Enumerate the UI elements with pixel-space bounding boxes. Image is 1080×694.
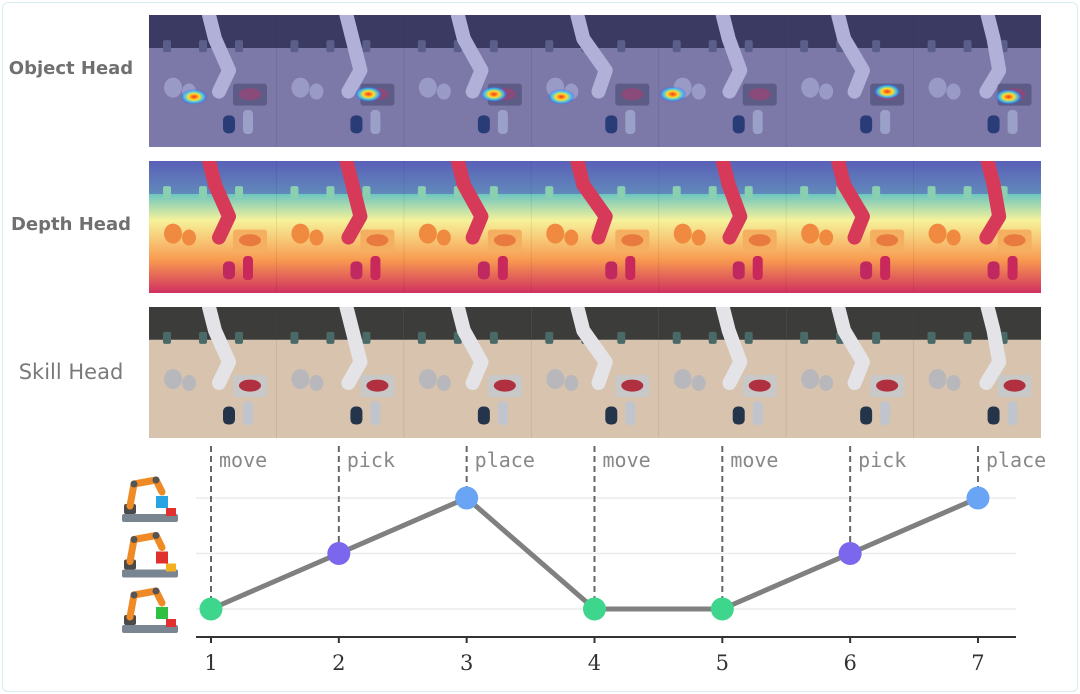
data-point [710, 597, 734, 621]
depth-head-strip [149, 161, 1041, 293]
skill-head-label: Skill Head [18, 360, 124, 384]
skill-label: move [730, 448, 778, 472]
skill-label: place [475, 448, 535, 472]
depth-head-label: Depth Head [10, 214, 132, 235]
x-tick-label: 3 [460, 651, 473, 675]
skill-label: move [602, 448, 650, 472]
data-point [199, 597, 223, 621]
skill-label: place [986, 448, 1046, 472]
x-tick-label: 7 [971, 651, 984, 675]
robot-place-icon [122, 476, 178, 522]
x-tick-label: 2 [332, 651, 345, 675]
data-point [455, 486, 479, 510]
data-point [582, 597, 606, 621]
skill-head-strip [149, 307, 1041, 438]
x-tick-label: 5 [716, 651, 729, 675]
data-point [838, 542, 862, 565]
x-tick-label: 4 [588, 651, 601, 675]
object-head-label: Object Head [8, 58, 134, 79]
data-point [966, 486, 990, 510]
x-tick-label: 1 [204, 651, 217, 675]
skill-label: pick [347, 448, 395, 472]
robot-pick-icon [122, 532, 178, 578]
x-tick-label: 6 [843, 651, 856, 675]
object-head-strip [149, 15, 1041, 147]
skill-label: move [219, 448, 267, 472]
skill-timeline-chart: move pick place move move pick place 1 2 3 4 5 6 7 [122, 446, 1046, 675]
robot-move-icon [122, 587, 178, 633]
skill-label: pick [858, 448, 906, 472]
data-point [327, 542, 351, 565]
